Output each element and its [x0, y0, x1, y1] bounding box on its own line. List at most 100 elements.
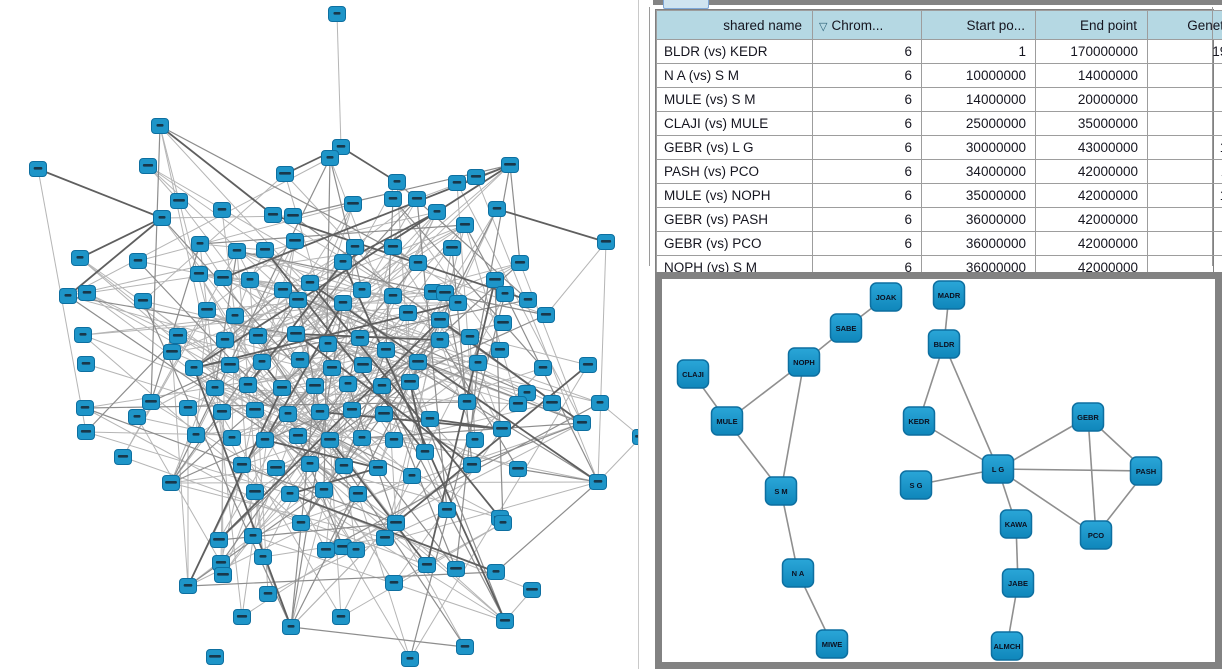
network-node[interactable]: [349, 486, 367, 502]
network-node[interactable]: [443, 240, 461, 256]
network-node[interactable]: [384, 239, 402, 255]
network-edge[interactable]: [241, 464, 473, 618]
network-edge[interactable]: [1087, 416, 1097, 536]
table-cell[interactable]: 36000000: [921, 231, 1036, 256]
network-node[interactable]: [187, 427, 205, 443]
network-edge[interactable]: [150, 364, 231, 403]
network-edge[interactable]: [159, 125, 419, 264]
network-node-madr[interactable]: MADR: [932, 280, 966, 310]
network-node[interactable]: [276, 166, 294, 182]
network-node[interactable]: [523, 582, 541, 598]
network-edge[interactable]: [475, 176, 599, 483]
network-node[interactable]: [339, 376, 357, 392]
network-edge[interactable]: [997, 468, 1147, 472]
table-cell[interactable]: 35000000: [1035, 111, 1148, 136]
network-edge[interactable]: [206, 309, 243, 618]
table-cell[interactable]: 8.4: [1147, 231, 1222, 256]
network-edge[interactable]: [416, 198, 448, 511]
network-node[interactable]: [401, 651, 419, 667]
network-node-miwe[interactable]: MIWE: [815, 629, 849, 659]
network-node[interactable]: [491, 342, 509, 358]
table-cell[interactable]: 6: [812, 231, 922, 256]
network-node[interactable]: [377, 342, 395, 358]
network-node-l-g[interactable]: L G: [981, 454, 1015, 484]
table-row[interactable]: N A (vs) S M610000000140000006.6: [656, 63, 1222, 88]
network-node[interactable]: [347, 542, 365, 558]
network-node[interactable]: [353, 430, 371, 446]
table-cell[interactable]: 16.9: [1147, 135, 1222, 160]
network-edge[interactable]: [464, 224, 496, 281]
network-node[interactable]: [573, 415, 591, 431]
table-cell[interactable]: 8.9: [1147, 207, 1222, 232]
network-edge[interactable]: [282, 289, 528, 394]
network-node[interactable]: [431, 312, 449, 328]
network-node[interactable]: [494, 515, 512, 531]
network-node[interactable]: [284, 208, 302, 224]
network-node[interactable]: [134, 293, 152, 309]
network-node-mule[interactable]: MULE: [710, 406, 744, 436]
table-cell[interactable]: 14000000: [1035, 63, 1148, 88]
network-edge[interactable]: [395, 364, 589, 524]
overview-network-canvas[interactable]: [0, 0, 638, 669]
network-edge[interactable]: [231, 315, 236, 439]
network-edge[interactable]: [261, 240, 296, 363]
network-edge[interactable]: [236, 250, 547, 316]
table-cell[interactable]: 25000000: [921, 111, 1036, 136]
network-node[interactable]: [436, 285, 454, 301]
network-node[interactable]: [543, 395, 561, 411]
network-node[interactable]: [254, 549, 272, 565]
network-edge[interactable]: [297, 435, 379, 469]
table-cell[interactable]: BLDR (vs) KEDR: [656, 39, 813, 64]
network-node[interactable]: [399, 305, 417, 321]
network-node-pco[interactable]: PCO: [1079, 520, 1113, 550]
network-node[interactable]: [401, 374, 419, 390]
network-edge[interactable]: [396, 181, 411, 383]
network-node[interactable]: [534, 360, 552, 376]
network-node[interactable]: [170, 193, 188, 209]
network-node[interactable]: [287, 326, 305, 342]
network-node[interactable]: [281, 486, 299, 502]
network-node[interactable]: [416, 444, 434, 460]
network-node[interactable]: [210, 532, 228, 548]
network-edge[interactable]: [193, 367, 292, 628]
network-node[interactable]: [153, 210, 171, 226]
network-node[interactable]: [487, 564, 505, 580]
network-edge[interactable]: [290, 626, 466, 648]
network-node-n-a[interactable]: N A: [781, 558, 815, 588]
network-edge[interactable]: [439, 339, 519, 470]
table-cell[interactable]: 1: [921, 39, 1036, 64]
network-node[interactable]: [421, 411, 439, 427]
table-row[interactable]: GEBR (vs) L G6300000004300000016.9: [656, 135, 1222, 160]
table-cell[interactable]: CLAJI (vs) MULE: [656, 111, 813, 136]
network-node[interactable]: [191, 236, 209, 252]
network-edge[interactable]: [218, 319, 441, 541]
network-node-sabe[interactable]: SABE: [829, 313, 863, 343]
network-node[interactable]: [233, 457, 251, 473]
network-node[interactable]: [461, 329, 479, 345]
table-cell[interactable]: GEBR (vs) L G: [656, 135, 813, 160]
network-node[interactable]: [76, 400, 94, 416]
network-edge[interactable]: [504, 293, 599, 483]
network-edge[interactable]: [264, 439, 379, 469]
network-node[interactable]: [385, 575, 403, 591]
table-cell[interactable]: 11.4: [1147, 159, 1222, 184]
network-node[interactable]: [286, 233, 304, 249]
table-row[interactable]: BLDR (vs) KEDR61170000000192.0: [656, 39, 1222, 64]
network-edge[interactable]: [224, 262, 521, 341]
network-node[interactable]: [469, 355, 487, 371]
network-edge[interactable]: [597, 241, 607, 483]
network-node[interactable]: [221, 357, 239, 373]
network-edge[interactable]: [342, 261, 506, 622]
network-edge[interactable]: [295, 333, 473, 466]
network-node[interactable]: [77, 356, 95, 372]
network-edge[interactable]: [361, 291, 434, 439]
network-node[interactable]: [151, 118, 169, 134]
network-edge[interactable]: [272, 214, 529, 301]
network-node[interactable]: [77, 424, 95, 440]
network-edge[interactable]: [329, 381, 411, 441]
network-edge[interactable]: [170, 467, 277, 484]
network-node[interactable]: [264, 207, 282, 223]
table-cell[interactable]: 6.6: [1147, 63, 1222, 88]
network-edge[interactable]: [464, 224, 519, 405]
column-header-start-position[interactable]: Start po...: [921, 10, 1036, 40]
